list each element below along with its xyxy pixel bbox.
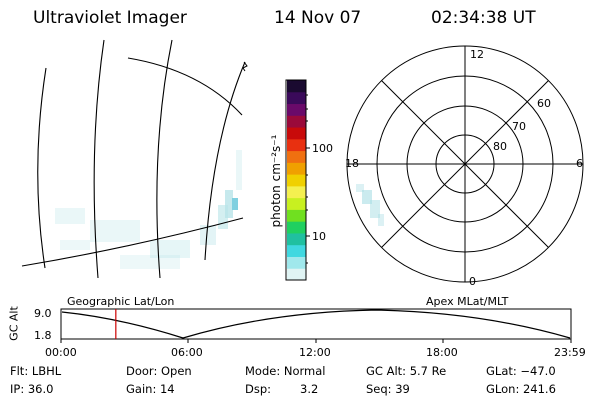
coastline-fragment bbox=[242, 61, 248, 72]
colorbar-swatch bbox=[287, 174, 306, 187]
info-gc-alt: GC Alt: 5.7 Re bbox=[366, 364, 447, 378]
info-filter: Flt: LBHL bbox=[10, 364, 62, 378]
geographic-map bbox=[21, 39, 248, 279]
info-ip: IP: 36.0 bbox=[10, 382, 54, 396]
colorbar-label-10: 10 bbox=[312, 230, 326, 243]
colorbar-swatch bbox=[287, 221, 306, 234]
mlt-label-0: 0 bbox=[469, 275, 476, 288]
info-mode: Mode: Normal bbox=[245, 364, 326, 378]
colorbar-minor-ticks bbox=[306, 94, 308, 264]
date-label: 14 Nov 07 bbox=[274, 8, 362, 28]
colorbar-swatch bbox=[287, 209, 306, 222]
colorbar-swatch bbox=[287, 232, 306, 246]
colorbar-unit-label: photon cm⁻²s⁻¹ bbox=[269, 134, 283, 228]
colorbar-frame bbox=[285, 79, 307, 281]
altitude-axis-label: GC Alt bbox=[7, 306, 21, 341]
info-glat: GLat: −47.0 bbox=[486, 364, 556, 378]
x-tick-2359: 23:59 bbox=[554, 346, 586, 359]
instrument-title: Ultraviolet Imager bbox=[33, 8, 187, 28]
mlt-label-6: 6 bbox=[576, 157, 583, 170]
info-seq: Seq: 39 bbox=[366, 382, 410, 396]
info-gain: Gain: 14 bbox=[126, 382, 175, 396]
colorbar-swatch bbox=[287, 115, 306, 128]
colorbar-swatch bbox=[287, 103, 306, 116]
colorbar bbox=[285, 79, 310, 281]
colorbar-swatch bbox=[287, 91, 306, 105]
altitude-curve bbox=[61, 309, 571, 339]
aurora-speckle-right bbox=[356, 184, 384, 226]
colorbar-swatch bbox=[287, 185, 306, 199]
info-dsp-value: 3.2 bbox=[300, 382, 319, 396]
altitude-y-min: 1.8 bbox=[34, 329, 52, 342]
lat-label-60: 60 bbox=[537, 97, 551, 110]
info-door: Door: Open bbox=[126, 364, 192, 378]
altitude-y-max: 9.0 bbox=[34, 307, 52, 320]
x-tick-1200: 12:00 bbox=[299, 346, 331, 359]
geographic-label: Geographic Lat/Lon bbox=[67, 295, 175, 308]
lat-label-80: 80 bbox=[493, 140, 507, 153]
colorbar-swatch bbox=[287, 138, 306, 152]
aurora-speckle-left bbox=[55, 150, 242, 269]
x-tick-0000: 00:00 bbox=[45, 346, 77, 359]
mlt-label-12: 12 bbox=[470, 48, 484, 61]
colorbar-label-100: 100 bbox=[312, 142, 333, 155]
x-tick-0600: 06:00 bbox=[171, 346, 203, 359]
colorbar-swatch bbox=[287, 162, 306, 175]
colorbar-swatch bbox=[287, 127, 306, 140]
colorbar-swatch bbox=[287, 150, 306, 163]
meridian-lines bbox=[21, 39, 246, 279]
info-dsp-label: Dsp: bbox=[245, 382, 272, 396]
polar-dial bbox=[346, 45, 584, 283]
colorbar-swatch bbox=[287, 244, 306, 257]
lat-label-70: 70 bbox=[512, 120, 526, 133]
apex-label: Apex MLat/MLT bbox=[426, 295, 509, 308]
time-label: 02:34:38 UT bbox=[431, 8, 536, 28]
info-glon: GLon: 241.6 bbox=[486, 382, 556, 396]
mlt-label-18: 18 bbox=[345, 157, 359, 170]
colorbar-swatch bbox=[287, 197, 306, 210]
altitude-plot bbox=[60, 308, 572, 343]
colorbar-swatch bbox=[287, 268, 306, 281]
polar-diagonal-2 bbox=[381, 80, 549, 248]
colorbar-swatch bbox=[287, 80, 306, 93]
x-tick-1800: 18:00 bbox=[426, 346, 458, 359]
altitude-x-ticks bbox=[60, 339, 572, 343]
colorbar-swatch bbox=[287, 256, 306, 269]
